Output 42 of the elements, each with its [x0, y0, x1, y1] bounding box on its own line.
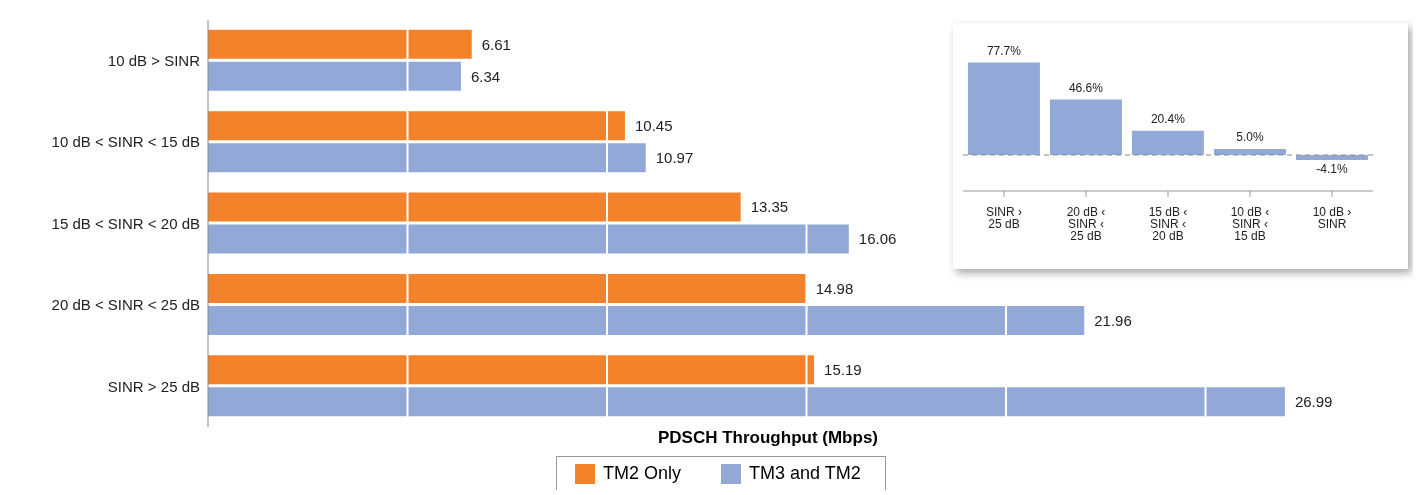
data-label: 16.06: [858, 230, 897, 248]
x-tick-label: SINR › 25 dB: [986, 204, 1022, 231]
x-tick-label: 20 dB ‹ SINR ‹ 25 dB: [1066, 204, 1106, 243]
bar: [1213, 149, 1286, 155]
x-tick-label: 10 dB › SINR: [1312, 204, 1352, 231]
bar: [208, 61, 461, 91]
x-tick-label: 10 dB ‹ SINR ‹ 15 dB: [1230, 204, 1270, 243]
y-tick-label: 20 dB < SINR < 25 dB: [51, 296, 200, 314]
data-label: 15.19: [824, 361, 862, 379]
x-axis-title: PDSCH Throughput (Mbps): [657, 428, 879, 448]
data-label: 10.97: [655, 148, 694, 166]
y-tick-label: 10 dB < SINR < 15 dB: [51, 133, 200, 151]
data-label: -4.1%: [1316, 162, 1348, 176]
x-tick-label: 15 dB ‹ SINR ‹ 20 dB: [1148, 204, 1188, 243]
bar: [208, 29, 472, 59]
legend-label: TM2 Only: [603, 463, 682, 484]
data-label: 5.0%: [1236, 130, 1264, 145]
bar: [208, 143, 646, 173]
data-label: 6.61: [481, 35, 511, 53]
data-label: 46.6%: [1068, 80, 1104, 95]
bar: [208, 192, 741, 222]
data-label: 77.7%: [986, 43, 1022, 58]
data-label: 10.45: [634, 116, 673, 134]
bar: [208, 224, 849, 254]
bar: [1131, 130, 1204, 155]
bar: [208, 355, 815, 385]
bar: [208, 273, 806, 303]
data-label: 13.35: [750, 198, 789, 216]
y-tick-label: 15 dB < SINR < 20 dB: [51, 214, 200, 232]
y-tick-label: SINR > 25 dB: [107, 377, 200, 395]
y-tick-label: 10 dB > SINR: [107, 52, 201, 70]
bar: [967, 62, 1040, 155]
bar: [208, 387, 1285, 417]
legend-label: TM3 and TM2: [749, 463, 861, 484]
data-label: 26.99: [1294, 393, 1333, 411]
data-label: 20.4%: [1150, 111, 1186, 126]
data-label: 6.34: [470, 67, 501, 85]
bar: [1049, 99, 1122, 155]
data-label: 21.96: [1094, 311, 1132, 329]
bar: [208, 305, 1085, 335]
data-label: 14.98: [815, 279, 854, 297]
bar: [208, 111, 625, 141]
